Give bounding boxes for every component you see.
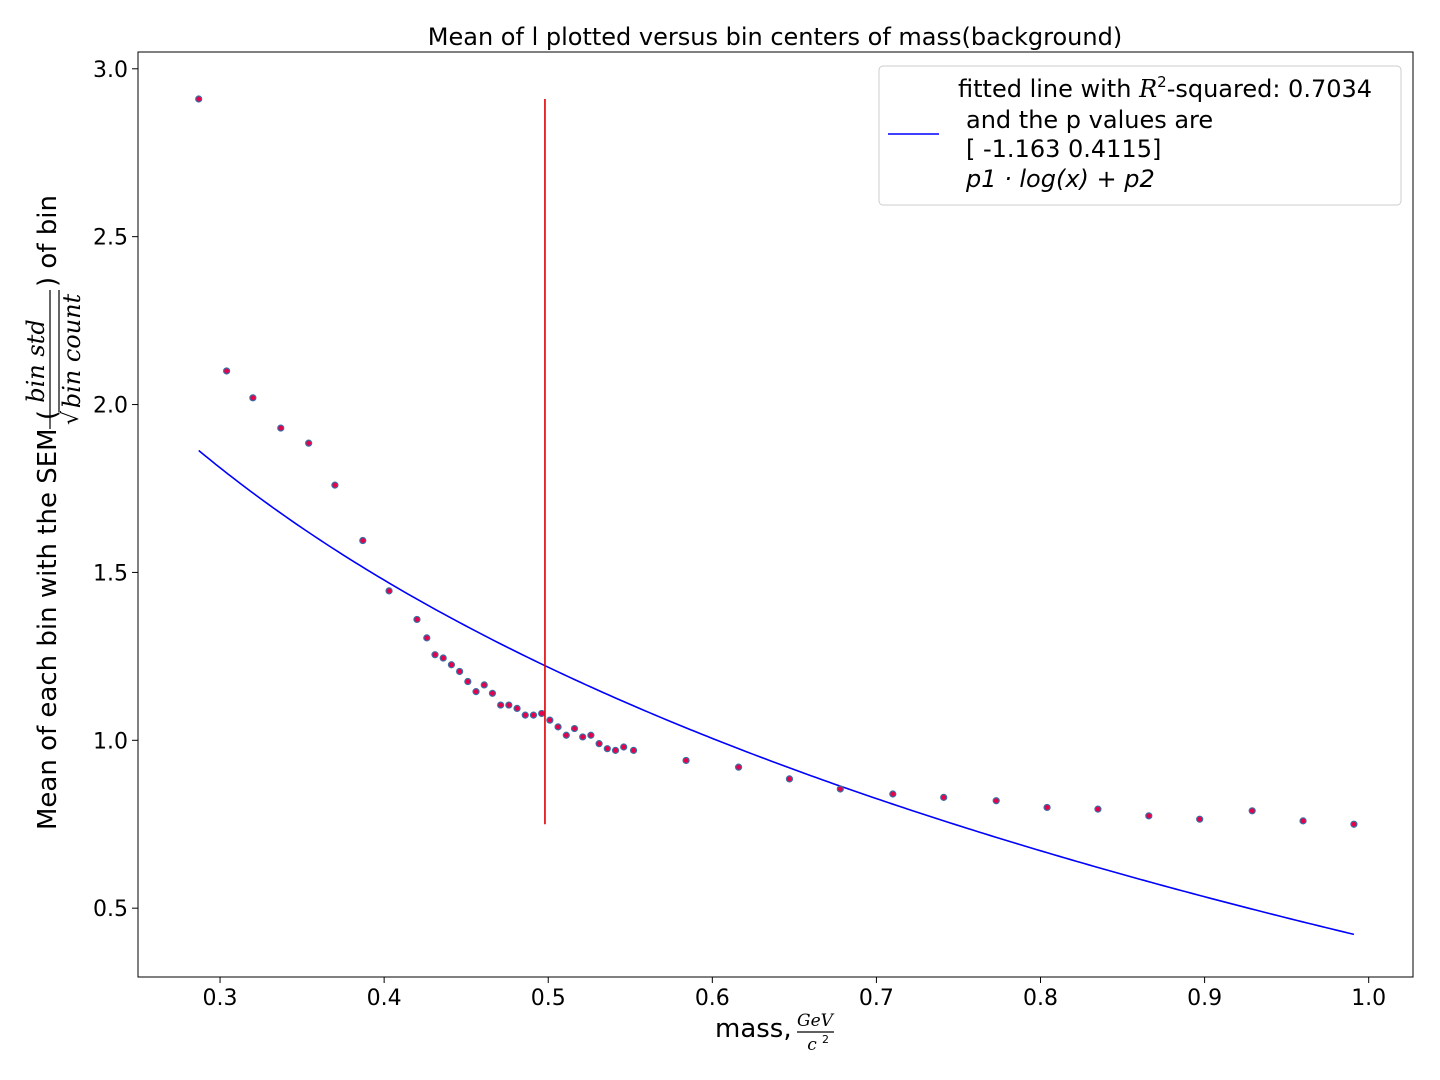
y-tick-label: 3.0 xyxy=(93,58,128,83)
data-point xyxy=(595,740,603,748)
legend-box xyxy=(878,65,1402,206)
data-point xyxy=(385,587,393,595)
data-point xyxy=(1350,820,1358,828)
points-layer xyxy=(195,95,1358,828)
x-tick-label: 0.5 xyxy=(531,986,566,1011)
x-tick-label: 0.6 xyxy=(695,986,730,1011)
data-point xyxy=(603,745,611,753)
chart-title: Mean of l plotted versus bin centers of … xyxy=(428,23,1122,51)
y-tick-label: 1.5 xyxy=(93,561,128,586)
legend-line-1: fitted line with R2-squared: 0.7034 xyxy=(958,73,1372,103)
y-axis-label-frac-den: bin count xyxy=(58,293,86,408)
data-point xyxy=(682,756,690,765)
data-point xyxy=(359,536,367,545)
data-point xyxy=(195,95,203,103)
data-point xyxy=(464,677,472,686)
legend-line-3: [ -1.163 0.4115] xyxy=(966,135,1161,163)
data-point xyxy=(277,424,285,432)
x-axis-label-text: mass, xyxy=(715,1014,792,1044)
y-axis-label-sqrt-sign: √ xyxy=(59,410,84,425)
data-point xyxy=(439,654,447,662)
data-point xyxy=(1196,815,1204,823)
fit-line xyxy=(198,449,1355,936)
data-point xyxy=(1094,805,1102,813)
x-axis-unit-numerator: GeV xyxy=(797,1011,835,1031)
data-point xyxy=(529,711,538,719)
y-axis-label-suffix: ) of bin xyxy=(33,195,63,287)
x-tick-label: 0.4 xyxy=(367,986,402,1011)
y-tick-label: 1.0 xyxy=(93,729,128,754)
x-axis-unit-denominator: c xyxy=(807,1035,817,1055)
data-point xyxy=(223,367,231,375)
y-axis-label-prefix: Mean of each bin with the SEM ( xyxy=(33,410,63,830)
data-point xyxy=(480,681,488,689)
y-axis-label: Mean of each bin with the SEM ( bin std … xyxy=(22,195,86,830)
data-point xyxy=(447,661,456,669)
y-tick-label: 2.0 xyxy=(93,394,128,419)
y-axis-label-frac-num: bin std xyxy=(22,319,50,402)
data-point xyxy=(413,615,421,624)
x-tick-label: 0.7 xyxy=(859,986,894,1011)
data-point xyxy=(521,711,529,719)
data-point xyxy=(538,709,546,718)
data-point xyxy=(587,731,595,739)
legend-line-4: p1 · log(x) + p2 xyxy=(965,165,1155,193)
data-point xyxy=(423,634,431,642)
data-point xyxy=(431,651,439,659)
y-tick-label: 0.5 xyxy=(93,897,128,922)
data-point xyxy=(562,731,570,739)
data-point xyxy=(554,723,562,731)
data-point xyxy=(546,716,554,724)
data-point xyxy=(570,724,579,733)
data-point xyxy=(497,701,505,709)
data-point xyxy=(1043,803,1051,812)
data-point xyxy=(992,797,1000,805)
x-axis-label: mass, GeV c 2 xyxy=(715,1011,835,1055)
fit-layer xyxy=(198,449,1355,936)
data-point xyxy=(505,701,513,709)
x-tick-label: 0.9 xyxy=(1187,986,1222,1011)
data-point xyxy=(249,394,257,402)
legend-line-2: and the p values are xyxy=(966,106,1213,134)
data-point xyxy=(488,689,497,697)
data-point xyxy=(889,790,897,798)
data-point xyxy=(620,743,628,751)
data-point xyxy=(611,746,620,754)
x-tick-label: 0.3 xyxy=(203,986,238,1011)
data-point xyxy=(734,763,743,771)
y-axis-ticks: 0.5 1.0 1.5 2.0 2.5 3.0 xyxy=(93,58,138,922)
data-point xyxy=(629,746,638,754)
data-point xyxy=(305,439,313,447)
data-point xyxy=(579,733,587,741)
data-point xyxy=(456,667,464,676)
data-point xyxy=(836,785,844,793)
plot-frame xyxy=(137,51,1414,978)
x-axis-ticks: 0.3 0.4 0.5 0.6 0.7 0.8 0.9 1.0 xyxy=(203,977,1386,1011)
data-point xyxy=(513,704,521,712)
y-tick-label: 2.5 xyxy=(93,226,128,251)
data-point xyxy=(1145,812,1153,820)
x-tick-label: 0.8 xyxy=(1023,986,1058,1011)
data-point xyxy=(940,793,948,801)
data-point xyxy=(1299,817,1307,825)
data-point xyxy=(472,688,480,696)
x-axis-unit-exponent: 2 xyxy=(822,1033,829,1046)
data-point xyxy=(1248,807,1256,815)
legend: fitted line with R2-squared: 0.7034 and … xyxy=(878,65,1402,206)
data-point xyxy=(785,775,794,783)
x-tick-label: 1.0 xyxy=(1351,986,1386,1011)
data-point xyxy=(331,481,339,489)
